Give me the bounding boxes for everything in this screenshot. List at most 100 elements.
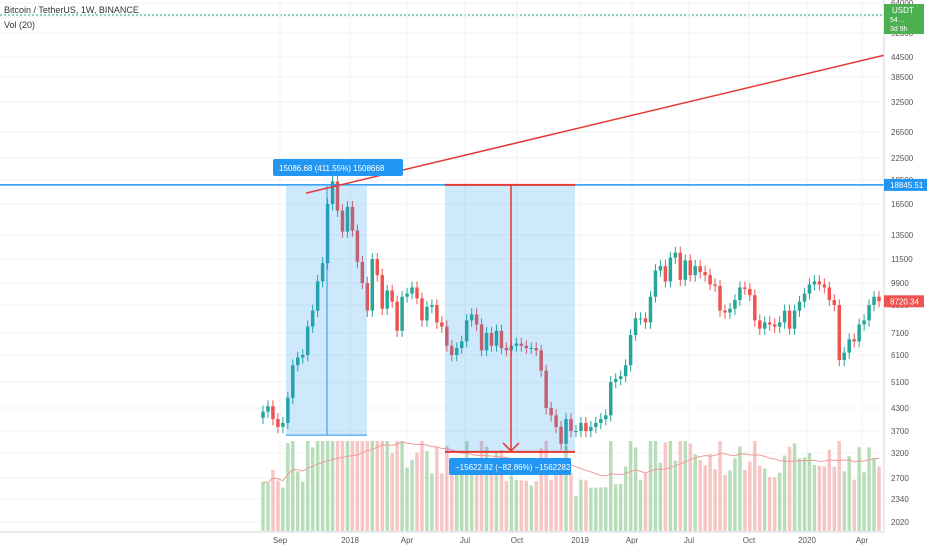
candle-body <box>797 301 802 311</box>
volume-bar <box>474 461 479 531</box>
volume-bars <box>261 441 881 531</box>
current-price-label: 8720.34 <box>884 295 924 308</box>
volume-bar <box>365 441 370 531</box>
volume-bar <box>271 469 275 531</box>
volume-bar <box>330 441 335 531</box>
price-tick-label: 11500 <box>891 255 913 264</box>
candle-body <box>549 408 553 416</box>
volume-bar <box>301 481 305 531</box>
volume-bar <box>792 443 797 531</box>
volume-bar <box>827 449 832 531</box>
time-tick-label: 2018 <box>341 536 359 545</box>
volume-bar <box>653 441 658 531</box>
candle-body <box>822 284 827 288</box>
candle-body <box>743 287 747 289</box>
candle-body <box>459 341 464 349</box>
candle-body <box>291 365 295 398</box>
volume-bar <box>455 470 459 531</box>
volume-bar <box>723 474 727 531</box>
volume-bar <box>276 480 280 531</box>
candle-body <box>400 296 404 331</box>
volume-bar <box>782 455 787 531</box>
volume-bar <box>628 441 633 531</box>
volume-bar <box>315 441 320 531</box>
volume-bar <box>767 477 772 531</box>
candle-body <box>335 181 340 211</box>
time-axis[interactable]: Sep 2018 Apr Jul Oct 2019 Apr Jul Oct 2020 Apr <box>273 536 869 545</box>
volume-bar <box>286 443 290 531</box>
volume-bar <box>758 465 762 531</box>
volume-bar <box>564 446 568 531</box>
volume-bar <box>658 462 663 531</box>
candle-body <box>539 350 543 371</box>
candle-body <box>484 333 489 351</box>
candle-body <box>613 379 618 382</box>
volume-bar <box>539 448 543 531</box>
candle-body <box>787 310 792 329</box>
volume-bar <box>753 441 757 531</box>
candle-body <box>474 314 479 325</box>
candle-body <box>589 426 593 431</box>
candle-body <box>792 310 797 329</box>
candle-body <box>748 288 752 296</box>
time-tick-label: Jul <box>460 536 470 545</box>
volume-bar <box>380 441 384 531</box>
volume-bar <box>450 467 454 531</box>
drawings[interactable] <box>0 54 885 453</box>
candle-body <box>767 322 772 325</box>
time-tick-label: Apr <box>401 536 414 545</box>
volume-bar <box>509 475 514 531</box>
time-tick-label: Apr <box>626 536 639 545</box>
candle-body <box>673 252 678 258</box>
volume-bar <box>514 480 519 531</box>
volume-bar <box>802 457 807 531</box>
volume-bar <box>872 457 876 531</box>
volume-bar <box>375 441 379 531</box>
volume-bar <box>484 446 489 531</box>
volume-bar <box>613 484 618 531</box>
candle-body <box>628 335 633 366</box>
volume-bar <box>310 447 315 531</box>
price-tick-label: 38500 <box>891 73 914 82</box>
candle-body <box>827 287 832 300</box>
volume-bar <box>569 472 573 531</box>
candle-body <box>683 260 687 280</box>
time-tick-label: Oct <box>743 536 756 545</box>
candle-body <box>758 320 762 329</box>
volume-bar <box>832 466 837 531</box>
candle-body <box>365 283 370 311</box>
price-tick-label: 32500 <box>891 98 914 107</box>
candle-body <box>350 206 355 231</box>
volume-bar <box>529 485 533 531</box>
candle-body <box>698 266 702 273</box>
candle-body <box>499 330 504 349</box>
time-tick-label: Jul <box>684 536 694 545</box>
measure-up-tooltip: 15086.68 (411.55%) 1508668 <box>273 159 403 176</box>
candle-body <box>320 263 325 282</box>
volume-bar <box>668 441 673 531</box>
candle-body <box>733 299 737 309</box>
volume-bar <box>787 446 792 531</box>
volume-bar <box>738 446 742 531</box>
candle-body <box>663 266 668 282</box>
candle-body <box>832 299 837 305</box>
candle-body <box>440 322 444 327</box>
symbol-title: Bitcoin / TetherUS, 1W, BINANCE <box>4 5 139 15</box>
candle-body <box>370 259 375 311</box>
candle-body <box>276 419 280 427</box>
volume-bar <box>554 473 558 531</box>
volume-bar <box>713 469 717 531</box>
current-price-value: 8720.34 <box>890 297 919 306</box>
volume-bar <box>643 472 648 531</box>
candle-body <box>325 204 330 264</box>
volume-bar <box>663 442 668 531</box>
volume-bar <box>837 441 841 531</box>
volume-bar <box>430 473 434 531</box>
candle-body <box>330 181 335 204</box>
current-price-label-bg <box>884 295 924 308</box>
volume-bar <box>817 465 822 531</box>
volume-bar <box>638 479 643 531</box>
price-tick-label: 2020 <box>891 518 909 527</box>
